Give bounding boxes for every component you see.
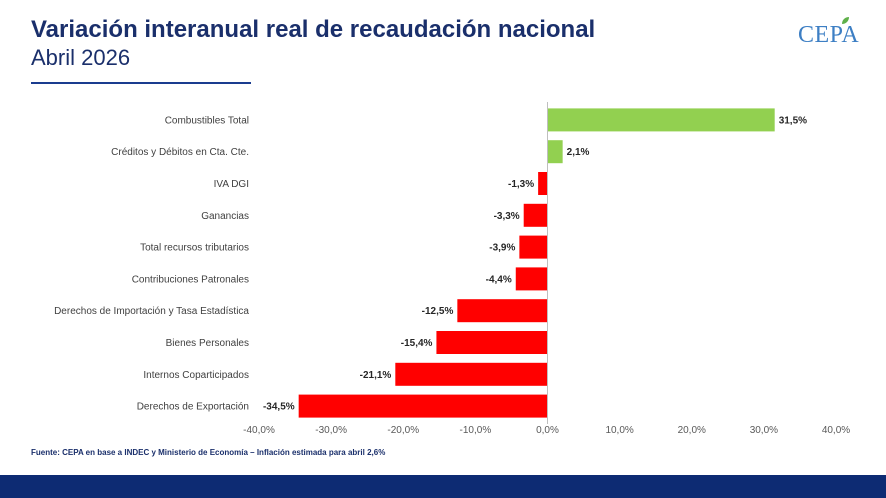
x-tick-label: 20,0% <box>678 425 706 436</box>
category-label: Derechos de Importación y Tasa Estadísti… <box>54 306 249 317</box>
bar <box>298 394 548 418</box>
footer-bar <box>0 475 886 498</box>
chart-title: Variación interanual real de recaudación… <box>31 16 596 43</box>
title-divider <box>31 82 251 84</box>
bar <box>538 172 548 195</box>
data-label: -1,3% <box>508 179 534 190</box>
bar <box>457 299 548 323</box>
data-label: -3,9% <box>489 243 515 254</box>
chart-subtitle: Abril 2026 <box>31 45 131 70</box>
bar <box>519 235 548 259</box>
data-label: -21,1% <box>360 370 392 381</box>
x-tick-label: -30,0% <box>315 425 347 436</box>
category-label: Ganancias <box>201 211 249 222</box>
category-label: Créditos y Débitos en Cta. Cte. <box>111 147 249 158</box>
x-tick-label: -10,0% <box>460 425 492 436</box>
data-label: -12,5% <box>422 306 454 317</box>
category-label: Internos Coparticipados <box>143 370 249 381</box>
logo-text: CEPA <box>798 22 860 48</box>
x-tick-label: -20,0% <box>387 425 419 436</box>
bar <box>395 362 548 386</box>
data-label: 2,1% <box>567 147 590 158</box>
category-label: Derechos de Exportación <box>137 402 249 413</box>
x-tick-label: -40,0% <box>243 425 275 436</box>
category-label: Total recursos tributarios <box>140 243 249 254</box>
data-label: -15,4% <box>401 338 433 349</box>
bar <box>515 267 548 291</box>
category-label: Contribuciones Patronales <box>132 274 249 285</box>
data-label: -34,5% <box>263 402 295 413</box>
source-note: Fuente: CEPA en base a INDEC y Ministeri… <box>31 448 386 457</box>
category-label: Combustibles Total <box>165 115 249 126</box>
category-label: Bienes Personales <box>166 338 249 349</box>
bar <box>547 108 775 132</box>
x-tick-label: 0,0% <box>536 425 559 436</box>
data-label: -4,4% <box>486 274 512 285</box>
category-label: IVA DGI <box>214 179 249 190</box>
x-tick-label: 30,0% <box>750 425 778 436</box>
cepa-logo: CEPA <box>798 17 868 54</box>
data-label: -3,3% <box>494 211 520 222</box>
leaf-icon <box>842 17 849 24</box>
bar <box>523 203 548 227</box>
data-label: 31,5% <box>779 115 807 126</box>
x-tick-label: 40,0% <box>822 425 850 436</box>
x-tick-label: 10,0% <box>605 425 633 436</box>
bar <box>547 140 563 164</box>
bar <box>436 331 548 354</box>
